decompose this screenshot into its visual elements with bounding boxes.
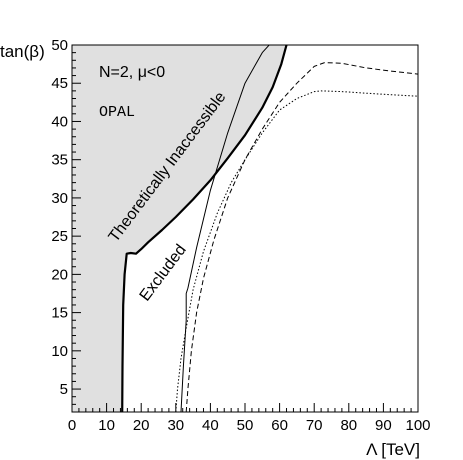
boundary-line	[121, 45, 288, 412]
y-tick-label: 20	[51, 266, 68, 283]
series-layer	[121, 45, 418, 412]
x-tick-label: 80	[340, 417, 357, 434]
exclusion-line-dashed	[185, 62, 418, 412]
y-tick-label: 10	[51, 343, 68, 360]
y-tick-label: 35	[51, 152, 68, 169]
y-tick-label: 50	[51, 37, 68, 54]
x-tick-label: 20	[133, 417, 150, 434]
y-tick-label: 5	[60, 381, 68, 398]
x-tick-label: 40	[202, 417, 219, 434]
y-axis-title: tan(β)	[0, 42, 45, 61]
x-tick-label: 30	[167, 417, 184, 434]
x-tick-label: 90	[375, 417, 392, 434]
model-annotation: N=2, μ<0	[99, 64, 165, 81]
y-tick-label: 30	[51, 190, 68, 207]
y-tick-label: 15	[51, 305, 68, 322]
x-tick-label: 100	[405, 417, 430, 434]
y-tick-label: 40	[51, 113, 68, 130]
inaccessible-region	[72, 45, 287, 412]
x-tick-label: 10	[98, 417, 115, 434]
x-axis-title: Λ [TeV]	[366, 440, 420, 459]
region-layer	[72, 45, 287, 412]
y-tick-label: 45	[51, 75, 68, 92]
excluded-label: Excluded	[137, 242, 190, 305]
exclusion-line-dotted	[175, 90, 418, 412]
x-tick-label: 0	[68, 417, 76, 434]
x-tick-label: 70	[306, 417, 323, 434]
x-tick-label: 60	[271, 417, 288, 434]
tick-layer: 0 10 20 30 40 50 60 70 80 90 100 5 10 15 20 25 30 35 40 45 5…	[51, 37, 430, 434]
x-tick-label: 50	[237, 417, 254, 434]
y-tick-label: 25	[51, 228, 68, 245]
experiment-annotation: OPAL	[99, 104, 135, 121]
